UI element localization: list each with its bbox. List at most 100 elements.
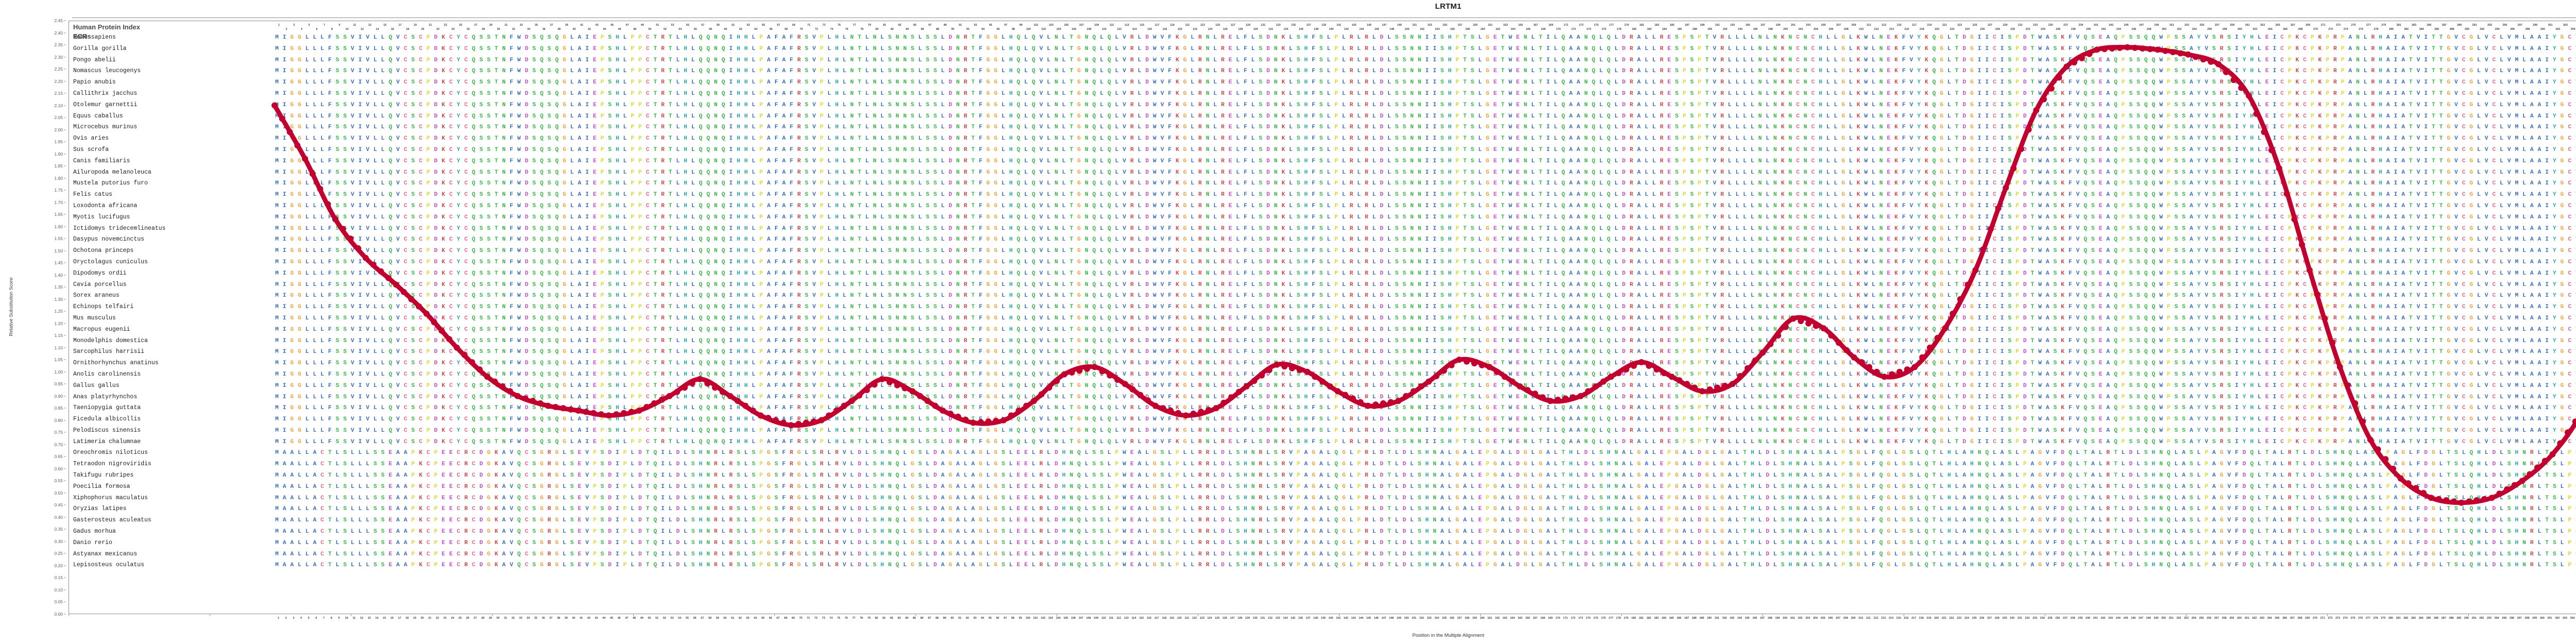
alignment-rows: Homo sapiens MIGGLLLFSSVIVLLQVCSCPDKCYCQS… <box>69 32 2576 571</box>
position-number: 268 <box>2298 27 2303 32</box>
y-tick-label: 0.70 <box>54 442 63 447</box>
position-number-bottom: 11 <box>352 616 355 621</box>
species-name: Anas platyrhynchos <box>73 394 137 400</box>
position-number-bottom: 259 <box>2229 616 2234 621</box>
position-number-bottom: 249 <box>2154 616 2158 621</box>
y-tick-label: 0.65 <box>54 454 63 459</box>
position-number-bottom: 200 <box>1783 616 1787 621</box>
position-number-bottom: 155 <box>1442 616 1447 621</box>
y-tick-mark <box>64 117 66 118</box>
position-number: 277 <box>2366 23 2371 28</box>
position-number-bottom: 293 <box>2487 616 2492 621</box>
position-number-bottom: 64 <box>754 616 757 621</box>
position-number-bottom: 260 <box>2237 616 2242 621</box>
position-number-bottom: 289 <box>2456 616 2461 621</box>
position-number-bottom: 173 <box>1579 616 1583 621</box>
alignment-row: Mustela putorius furo MIGGLLLFSSVIVLLQVCS… <box>69 178 2576 190</box>
position-number-bottom: 193 <box>1730 616 1734 621</box>
alignment-row: Callithrix jacchus MIGGLLLFSSVIVLLQVCSCPD… <box>69 89 2576 100</box>
residue-sequence: MIGGLLLFSSVIVLLQVCSCPDKCYCQSSTNFWDSQSQGL… <box>275 57 2576 63</box>
position-number-bottom: 253 <box>2184 616 2189 621</box>
position-number-bottom: 35 <box>534 616 537 621</box>
position-number: 99 <box>1020 23 1023 28</box>
position-number-bottom: 250 <box>2161 616 2166 621</box>
position-number-bottom: 169 <box>1548 616 1553 621</box>
position-number: 20 <box>421 27 425 32</box>
position-number: 2 <box>286 27 287 32</box>
alignment-row: Gallus gallus MIGGLLLFSSVIVLLQVCSCPDKCYCQ… <box>69 381 2576 392</box>
position-number-bottom: 165 <box>1518 616 1522 621</box>
position-number-bottom: 195 <box>1745 616 1750 621</box>
position-number-bottom: 140 <box>1329 616 1333 621</box>
species-name: Gadus morhua <box>73 528 116 535</box>
position-number: 188 <box>1692 27 1697 32</box>
position-number-bottom: 138 <box>1313 616 1318 621</box>
position-number: 43 <box>596 23 599 28</box>
position-number: 40 <box>572 27 575 32</box>
position-number: 269 <box>2306 23 2310 28</box>
position-number: 227 <box>1988 23 1992 28</box>
position-number-bottom: 10 <box>345 616 348 621</box>
position-number-bottom: 12 <box>360 616 363 621</box>
position-number-bottom: 178 <box>1616 616 1621 621</box>
position-number-bottom: 302 <box>2555 616 2560 621</box>
position-number: 98 <box>1012 27 1015 32</box>
position-number-bottom: 139 <box>1321 616 1326 621</box>
position-number: 304 <box>2571 27 2575 32</box>
x-tick-mark <box>2327 614 2328 616</box>
position-number-bottom: 129 <box>1245 616 1250 621</box>
position-number: 77 <box>853 23 856 28</box>
position-number-bottom: 186 <box>1677 616 1682 621</box>
position-number-bottom: 168 <box>1540 616 1545 621</box>
residue-sequence: MIGGLLLFSSVIVLLQVCSCPDKCYCQSSTNFWDSQSQGL… <box>275 259 2576 265</box>
position-number-bottom: 271 <box>2320 616 2325 621</box>
position-number-bottom: 23 <box>444 616 447 621</box>
position-number-bottom: 161 <box>1487 616 1492 621</box>
position-number-bottom: 298 <box>2524 616 2529 621</box>
position-number-bottom: 79 <box>868 616 871 621</box>
y-tick-mark <box>64 529 66 530</box>
position-number: 245 <box>2124 23 2129 28</box>
position-number: 195 <box>1745 23 1750 28</box>
position-number: 44 <box>603 27 606 32</box>
position-number: 191 <box>1715 23 1720 28</box>
species-name: Mus musculus <box>73 315 116 321</box>
position-number: 106 <box>1072 27 1076 32</box>
position-number-bottom: 233 <box>2032 616 2037 621</box>
position-number-bottom: 67 <box>776 616 779 621</box>
position-number: 100 <box>1026 27 1031 32</box>
position-number: 38 <box>557 27 561 32</box>
position-number-bottom: 44 <box>602 616 605 621</box>
position-number-bottom: 113 <box>1124 616 1129 621</box>
position-number: 167 <box>1533 23 1538 28</box>
position-number: 79 <box>868 23 871 28</box>
position-number-bottom: 188 <box>1692 616 1697 621</box>
position-number-bottom: 201 <box>1790 616 1795 621</box>
position-number: 293 <box>2487 23 2492 28</box>
position-number: 190 <box>1707 27 1712 32</box>
y-tick-label: 0.80 <box>54 418 63 423</box>
position-number-bottom: 244 <box>2116 616 2121 621</box>
residue-sequence: MIGGLLLFSSVIVLLQVCSCPDKCYCQSSTNFWDSQSQGL… <box>275 170 2576 176</box>
position-number: 259 <box>2230 23 2234 28</box>
position-number-bottom: 290 <box>2464 616 2469 621</box>
alignment-row: Oryctolagus cuniculus MIGGLLLFSSVIVLLQVCS… <box>69 257 2576 268</box>
position-number: 74 <box>830 27 833 32</box>
y-tick-label: 2.40 <box>54 30 63 36</box>
position-number-bottom: 84 <box>905 616 908 621</box>
position-number: 199 <box>1776 23 1781 28</box>
position-number-bottom: 41 <box>580 616 583 621</box>
residue-sequence: MIGGLLLFSSVIVLLQVCSCPDKCYCQSSTNFWDSQSQGL… <box>275 371 2576 378</box>
position-number: 180 <box>1632 27 1636 32</box>
position-number-bottom: 108 <box>1086 616 1091 621</box>
position-number: 21 <box>429 23 432 28</box>
position-number: 182 <box>1647 27 1652 32</box>
position-number-bottom: 147 <box>1381 616 1386 621</box>
position-number: 248 <box>2147 27 2151 32</box>
position-number: 107 <box>1079 23 1084 28</box>
position-number-bottom: 234 <box>2040 616 2045 621</box>
position-number: 5 <box>309 23 310 28</box>
position-number-bottom: 122 <box>1192 616 1197 621</box>
position-ruler-odd: 1 3 5 7 9 11 13 15 17 19 21 23 25 27 29 31 33 35 37 39 41 43 4… <box>69 23 2576 28</box>
position-number: 8 <box>331 27 333 32</box>
